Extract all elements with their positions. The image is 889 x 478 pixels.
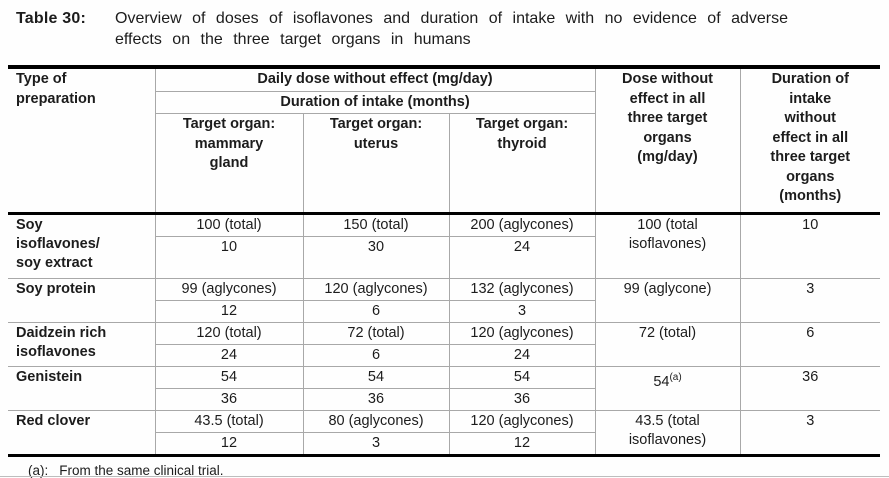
cell-duration-mammary: 10	[154, 236, 304, 279]
cell-dose-mammary: 99 (aglycones)	[154, 278, 304, 301]
header-daily-dose: Daily dose without effect (mg/day)	[154, 66, 596, 92]
row-genistein-duration: 36 36 36	[8, 388, 880, 411]
row-soy-isoflavones-dose: Soy isoflavones/ soy extract 100 (total)…	[8, 213, 880, 279]
cell-preparation-name: Red clover	[8, 410, 156, 456]
cell-dose-uterus: 54	[302, 366, 450, 389]
row-daidzein-dose: Daidzein rich isoflavones 120 (total) 72…	[8, 322, 880, 367]
footnote-text: From the same clinical trial.	[59, 463, 224, 478]
cell-all-organs-duration: 10	[739, 213, 880, 279]
cell-duration-mammary: 24	[154, 344, 304, 367]
footnote-ref-sup: (a)	[669, 372, 682, 383]
row-soy-protein-duration: 12 6 3	[8, 300, 880, 323]
cell-dose-uterus: 80 (aglycones)	[302, 410, 450, 433]
cell-all-organs-dose: 99 (aglycone)	[594, 278, 741, 323]
header-duration-of-intake: Duration of intake (months)	[154, 90, 596, 114]
cell-duration-thyroid: 3	[448, 300, 596, 323]
cell-duration-uterus: 30	[302, 236, 450, 279]
cell-all-organs-dose: 100 (total isoflavones)	[594, 213, 741, 279]
cell-preparation-name: Genistein	[8, 366, 156, 411]
cell-dose-thyroid: 132 (aglycones)	[448, 278, 596, 301]
cell-all-organs-duration: 3	[739, 410, 880, 456]
cell-preparation-name: Soy isoflavones/ soy extract	[8, 213, 156, 279]
row-red-clover-duration: 12 3 12	[8, 432, 880, 456]
cell-duration-thyroid: 24	[448, 236, 596, 279]
cell-all-organs-dose: 72 (total)	[594, 322, 741, 367]
isoflavones-doses-table: Type of preparation Daily dose without e…	[8, 65, 880, 457]
cell-duration-uterus: 3	[302, 432, 450, 456]
cell-duration-mammary: 36	[154, 388, 304, 411]
table-header: Type of preparation Daily dose without e…	[8, 66, 880, 214]
cell-preparation-name: Daidzein rich isoflavones	[8, 322, 156, 367]
cell-duration-mammary: 12	[154, 300, 304, 323]
cell-duration-uterus: 6	[302, 300, 450, 323]
cell-all-organs-duration: 6	[739, 322, 880, 367]
cell-dose-thyroid: 54	[448, 366, 596, 389]
header-row-3: Target organ: mammary gland Target organ…	[8, 113, 880, 214]
cell-dose-uterus: 150 (total)	[302, 213, 450, 237]
cell-duration-uterus: 6	[302, 344, 450, 367]
cell-dose-mammary: 100 (total)	[154, 213, 304, 237]
cell-duration-uterus: 36	[302, 388, 450, 411]
header-type-of-preparation: Type of preparation	[8, 66, 156, 214]
cell-dose-thyroid: 120 (aglycones)	[448, 410, 596, 433]
table-number-label: Table 30:	[16, 10, 86, 27]
cell-dose-mammary: 54	[154, 366, 304, 389]
cell-duration-thyroid: 24	[448, 344, 596, 367]
cell-all-organs-dose: 43.5 (total isoflavones)	[594, 410, 741, 456]
header-row-1: Type of preparation Daily dose without e…	[8, 66, 880, 214]
row-soy-isoflavones-duration: 10 30 24	[8, 236, 880, 279]
header-target-organ-thyroid: Target organ: thyroid	[448, 113, 596, 214]
table-caption-text: Overview of doses of isoflavones and dur…	[115, 10, 789, 48]
cell-dose-thyroid: 120 (aglycones)	[448, 322, 596, 345]
page-bottom-rule	[0, 476, 889, 477]
cell-all-organs-dose: 54(a)	[594, 366, 741, 411]
table-body: Soy isoflavones/ soy extract 100 (total)…	[8, 213, 880, 456]
row-red-clover-dose: Red clover 43.5 (total) 80 (aglycones) 1…	[8, 410, 880, 456]
header-target-organ-uterus: Target organ: uterus	[302, 113, 450, 214]
cell-dose-uterus: 120 (aglycones)	[302, 278, 450, 301]
cell-dose-mammary: 43.5 (total)	[154, 410, 304, 433]
cell-duration-thyroid: 12	[448, 432, 596, 456]
all-organs-dose-value: 54	[653, 374, 670, 390]
header-target-organ-mammary: Target organ: mammary gland	[154, 113, 304, 214]
cell-duration-mammary: 12	[154, 432, 304, 456]
table-caption: Table 30: Overview of doses of isoflavon…	[0, 0, 889, 50]
cell-dose-mammary: 120 (total)	[154, 322, 304, 345]
cell-all-organs-duration: 3	[739, 278, 880, 323]
row-genistein-dose: Genistein 54 54 54 54(a) 36	[8, 366, 880, 411]
row-soy-protein-dose: Soy protein 99 (aglycones) 120 (aglycone…	[8, 278, 880, 323]
row-daidzein-duration: 24 6 24	[8, 344, 880, 367]
cell-preparation-name: Soy protein	[8, 278, 156, 323]
cell-duration-thyroid: 36	[448, 388, 596, 411]
header-all-organs-duration: Duration of intake without effect in all…	[739, 66, 880, 214]
cell-dose-thyroid: 200 (aglycones)	[448, 213, 596, 237]
footnote-marker: (a):	[28, 463, 49, 478]
table-footnote: (a): From the same clinical trial.	[28, 462, 889, 478]
cell-all-organs-duration: 36	[739, 366, 880, 411]
header-all-organs-dose: Dose without effect in all three target …	[594, 66, 741, 214]
cell-dose-uterus: 72 (total)	[302, 322, 450, 345]
